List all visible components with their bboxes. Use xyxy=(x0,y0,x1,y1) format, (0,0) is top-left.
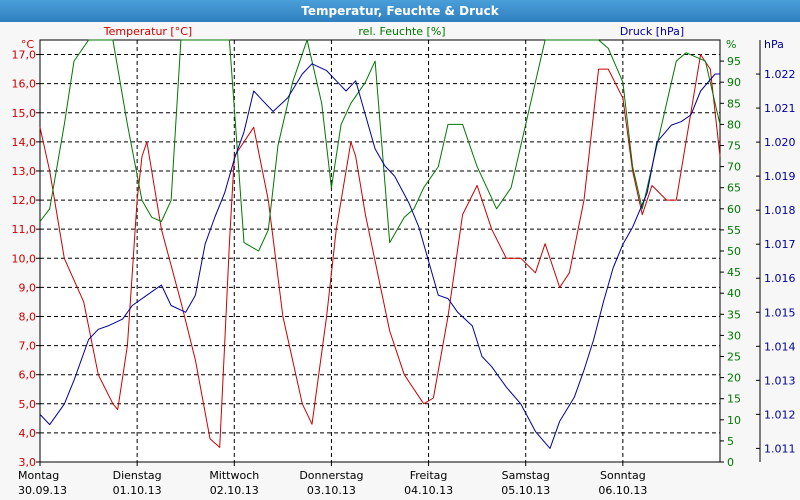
x-tick-day: Samstag xyxy=(502,469,550,482)
plot-area xyxy=(39,39,721,463)
temp-tick-label: 8,0 xyxy=(19,310,37,323)
legend-pressure: Druck [hPa] xyxy=(620,25,684,38)
x-tick-date: 06.10.13 xyxy=(598,484,647,497)
chart-canvas: Montag30.09.13Dienstag01.10.13Mittwoch02… xyxy=(12,25,796,497)
pressure-tick-label: 1.016 xyxy=(764,272,796,285)
pressure-tick-label: 1.020 xyxy=(764,136,796,149)
humidity-tick-label: 20 xyxy=(727,372,741,385)
humidity-tick-label: 60 xyxy=(727,203,741,216)
temperature-unit: °C xyxy=(21,38,35,51)
pressure-tick-label: 1.011 xyxy=(764,442,796,455)
humidity-tick-label: 10 xyxy=(727,414,741,427)
temp-tick-label: 16,0 xyxy=(12,78,37,91)
humidity-tick-label: 75 xyxy=(727,140,741,153)
series-layer xyxy=(39,39,721,449)
temp-tick-label: 4,0 xyxy=(19,427,37,440)
humidity-tick-label: 40 xyxy=(727,287,741,300)
temp-tick-label: 9,0 xyxy=(19,281,37,294)
x-tick-day: Freitag xyxy=(410,469,448,482)
x-tick-day: Montag xyxy=(18,469,59,482)
pressure-tick-label: 1.022 xyxy=(764,68,796,81)
humidity-tick-label: 25 xyxy=(727,351,741,364)
pressure-tick-label: 1.015 xyxy=(764,306,796,319)
humidity-tick-label: 35 xyxy=(727,308,741,321)
temp-tick-label: 7,0 xyxy=(19,340,37,353)
humidity-tick-label: 50 xyxy=(727,245,741,258)
x-tick-day: Donnerstag xyxy=(299,469,363,482)
temp-tick-label: 6,0 xyxy=(19,369,37,382)
humidity-tick-label: 55 xyxy=(727,224,741,237)
temp-tick-label: 11,0 xyxy=(12,223,37,236)
pressure-tick-label: 1.018 xyxy=(764,204,796,217)
pressure-tick-label: 1.013 xyxy=(764,374,796,387)
humidity-tick-label: 85 xyxy=(727,97,741,110)
temp-tick-label: 14,0 xyxy=(12,136,37,149)
temp-tick-label: 3,0 xyxy=(19,456,37,469)
axes: Montag30.09.13Dienstag01.10.13Mittwoch02… xyxy=(12,25,796,497)
window-title: Temperatur, Feuchte & Druck xyxy=(0,0,800,22)
x-tick-day: Sonntag xyxy=(600,469,646,482)
temp-tick-label: 15,0 xyxy=(12,107,37,120)
series-humidity xyxy=(39,39,721,252)
x-tick-date: 03.10.13 xyxy=(307,484,356,497)
x-tick-date: 01.10.13 xyxy=(113,484,162,497)
humidity-tick-label: 90 xyxy=(727,76,741,89)
x-tick-date: 30.09.13 xyxy=(18,484,67,497)
pressure-tick-label: 1.012 xyxy=(764,408,796,421)
pressure-tick-label: 1.017 xyxy=(764,238,796,251)
temp-tick-label: 10,0 xyxy=(12,252,37,265)
humidity-unit: % xyxy=(726,38,736,51)
x-tick-day: Mittwoch xyxy=(209,469,259,482)
x-tick-date: 05.10.13 xyxy=(501,484,550,497)
series-pressure xyxy=(39,63,720,449)
x-tick-date: 04.10.13 xyxy=(404,484,453,497)
legend-humidity: rel. Feuchte [%] xyxy=(358,25,445,38)
humidity-tick-label: 70 xyxy=(727,161,741,174)
x-tick-date: 02.10.13 xyxy=(210,484,259,497)
grid xyxy=(40,40,720,463)
temp-tick-label: 5,0 xyxy=(19,398,37,411)
humidity-tick-label: 45 xyxy=(727,266,741,279)
humidity-tick-label: 15 xyxy=(727,393,741,406)
pressure-unit: hPa xyxy=(764,38,784,51)
humidity-tick-label: 5 xyxy=(727,435,734,448)
pressure-tick-label: 1.014 xyxy=(764,340,796,353)
humidity-tick-label: 80 xyxy=(727,118,741,131)
humidity-tick-label: 0 xyxy=(727,456,734,469)
temp-tick-label: 13,0 xyxy=(12,165,37,178)
pressure-tick-label: 1.019 xyxy=(764,170,796,183)
humidity-tick-label: 30 xyxy=(727,329,741,342)
legend-temperature: Temperatur [°C] xyxy=(103,25,192,38)
humidity-tick-label: 65 xyxy=(727,182,741,195)
pressure-tick-label: 1.021 xyxy=(764,102,796,115)
x-tick-day: Dienstag xyxy=(113,469,162,482)
temp-tick-label: 12,0 xyxy=(12,194,37,207)
humidity-tick-label: 95 xyxy=(727,55,741,68)
temp-tick-label: 17,0 xyxy=(12,49,37,62)
